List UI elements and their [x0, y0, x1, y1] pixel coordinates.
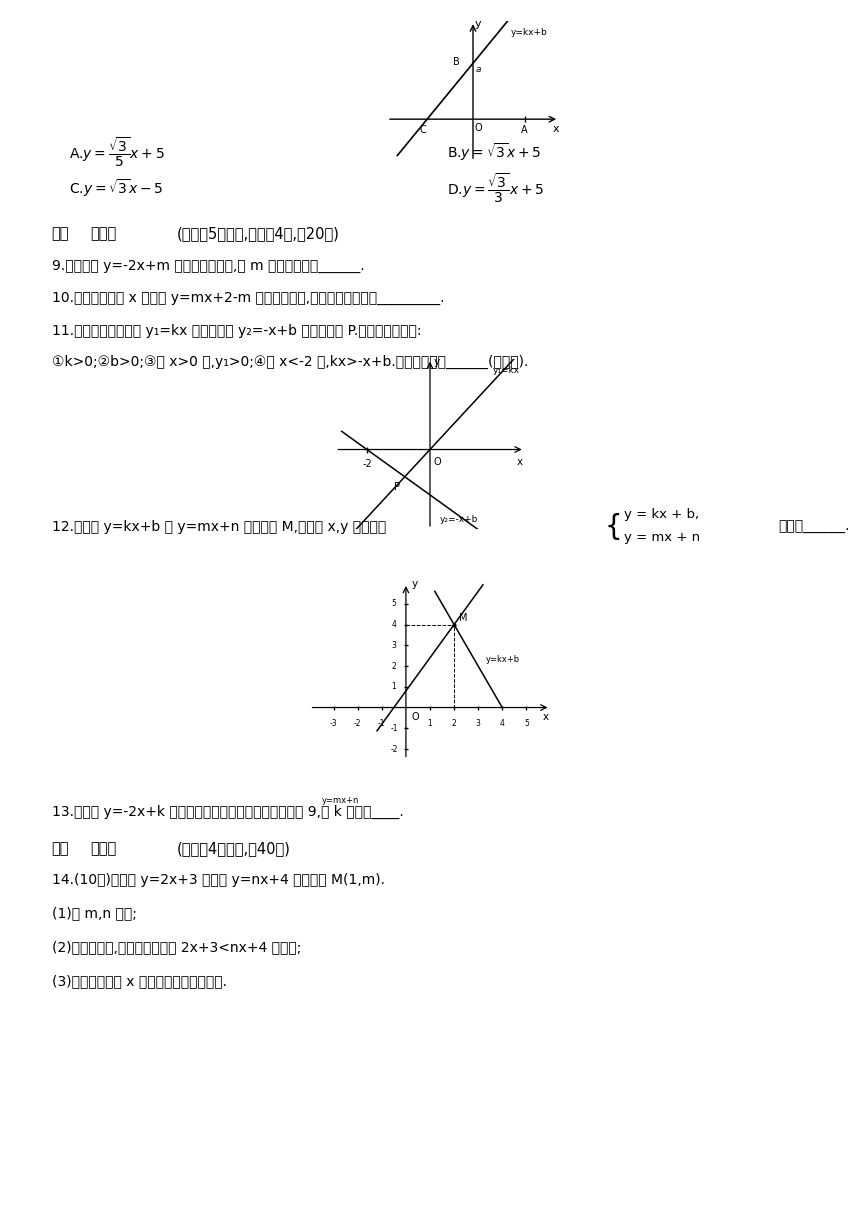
Text: 13.若直线 y=-2x+k 与两坐标轴所围成的三角形的面积是 9,则 k 的値为____.: 13.若直线 y=-2x+k 与两坐标轴所围成的三角形的面积是 9,则 k 的値…: [52, 805, 403, 820]
Text: y = mx + n: y = mx + n: [624, 531, 700, 544]
Text: -3: -3: [330, 719, 337, 727]
Text: y=mx+n: y=mx+n: [322, 796, 359, 805]
Text: 4: 4: [391, 620, 396, 629]
Text: 9.已知直线 y=-2x+m 不经过第三象限,则 m 的取値范围是______.: 9.已知直线 y=-2x+m 不经过第三象限,则 m 的取値范围是______.: [52, 259, 365, 274]
Text: 4: 4: [500, 719, 505, 727]
Text: D.$y=\dfrac{\sqrt{3}}{3}x+5$: D.$y=\dfrac{\sqrt{3}}{3}x+5$: [447, 171, 544, 206]
Text: y₂=-x+b: y₂=-x+b: [439, 516, 478, 524]
Text: 3: 3: [391, 641, 396, 649]
Text: (3)求两条直线与 x 轴围成的三角形的面积.: (3)求两条直线与 x 轴围成的三角形的面积.: [52, 974, 226, 989]
Text: (本题共5个小题,每小题4分,共20分): (本题共5个小题,每小题4分,共20分): [176, 226, 339, 241]
Text: A: A: [521, 125, 528, 135]
Text: C.$y=\sqrt{3}x-5$: C.$y=\sqrt{3}x-5$: [69, 178, 163, 199]
Text: y: y: [475, 19, 482, 29]
Text: P: P: [394, 482, 400, 492]
Text: {: {: [605, 512, 622, 541]
Text: 1: 1: [391, 682, 396, 691]
Text: B.$y=\sqrt{3}x+5$: B.$y=\sqrt{3}x+5$: [447, 141, 541, 163]
Text: A.$y=\dfrac{\sqrt{3}}{5}x+5$: A.$y=\dfrac{\sqrt{3}}{5}x+5$: [69, 135, 164, 169]
Text: 二、: 二、: [52, 226, 69, 241]
Text: y: y: [433, 358, 439, 367]
Text: y = kx + b,: y = kx + b,: [624, 508, 698, 520]
Text: -2: -2: [390, 744, 397, 754]
Text: O: O: [433, 457, 440, 467]
Text: 1: 1: [427, 719, 433, 727]
Text: 三、: 三、: [52, 841, 69, 856]
Text: (本题共4个小题,共40分): (本题共4个小题,共40分): [176, 841, 290, 856]
Text: -2: -2: [354, 719, 361, 727]
Text: B: B: [453, 57, 460, 67]
Text: x: x: [552, 124, 559, 134]
Text: O: O: [475, 123, 482, 133]
Text: (2)结合函数象,直接写出不等式 2x+3<nx+4 的解集;: (2)结合函数象,直接写出不等式 2x+3<nx+4 的解集;: [52, 940, 301, 955]
Text: M: M: [459, 613, 467, 624]
Text: (1)求 m,n 的値;: (1)求 m,n 的値;: [52, 906, 137, 921]
Text: 14.(10分)如直线 y=2x+3 与直线 y=nx+4 相交于点 M(1,m).: 14.(10分)如直线 y=2x+3 与直线 y=nx+4 相交于点 M(1,m…: [52, 873, 384, 888]
Text: 5: 5: [524, 719, 529, 727]
Text: 3: 3: [476, 719, 481, 727]
Text: -2: -2: [362, 460, 372, 469]
Text: C: C: [420, 125, 427, 135]
Text: y: y: [412, 579, 418, 590]
Text: y₁=kx: y₁=kx: [493, 366, 520, 375]
Text: 解答题: 解答题: [90, 841, 117, 856]
Text: O: O: [412, 713, 420, 722]
Text: 2: 2: [391, 662, 396, 670]
Text: y=kx+b: y=kx+b: [485, 655, 519, 664]
Text: 的解是______.: 的解是______.: [778, 519, 850, 534]
Text: 5: 5: [391, 599, 396, 608]
Text: -1: -1: [378, 719, 385, 727]
Text: 11.如已知正比例函数 y₁=kx 与一次函数 y₂=-x+b 的象交于点 P.下面有四个结论:: 11.如已知正比例函数 y₁=kx 与一次函数 y₂=-x+b 的象交于点 P.…: [52, 323, 421, 338]
Text: 2: 2: [452, 719, 457, 727]
Text: y=kx+b: y=kx+b: [511, 28, 548, 36]
Text: a: a: [476, 64, 482, 74]
Text: 12.如直线 y=kx+b 与 y=mx+n 相交于点 M,则关于 x,y 的方程组: 12.如直线 y=kx+b 与 y=mx+n 相交于点 M,则关于 x,y 的方…: [52, 519, 386, 534]
Text: x: x: [517, 457, 523, 467]
Text: 填空题: 填空题: [90, 226, 117, 241]
Text: 10.已知自变量为 x 的函数 y=mx+2-m 是正比例函数,该函数的表达式为_________.: 10.已知自变量为 x 的函数 y=mx+2-m 是正比例函数,该函数的表达式为…: [52, 291, 444, 305]
Text: x: x: [544, 713, 550, 722]
Text: -1: -1: [390, 724, 397, 733]
Text: ①k>0;②b>0;③当 x>0 时,y₁>0;④当 x<-2 时,kx>-x+b.其中正确的是______(填序号).: ①k>0;②b>0;③当 x>0 时,y₁>0;④当 x<-2 时,kx>-x+…: [52, 355, 528, 370]
